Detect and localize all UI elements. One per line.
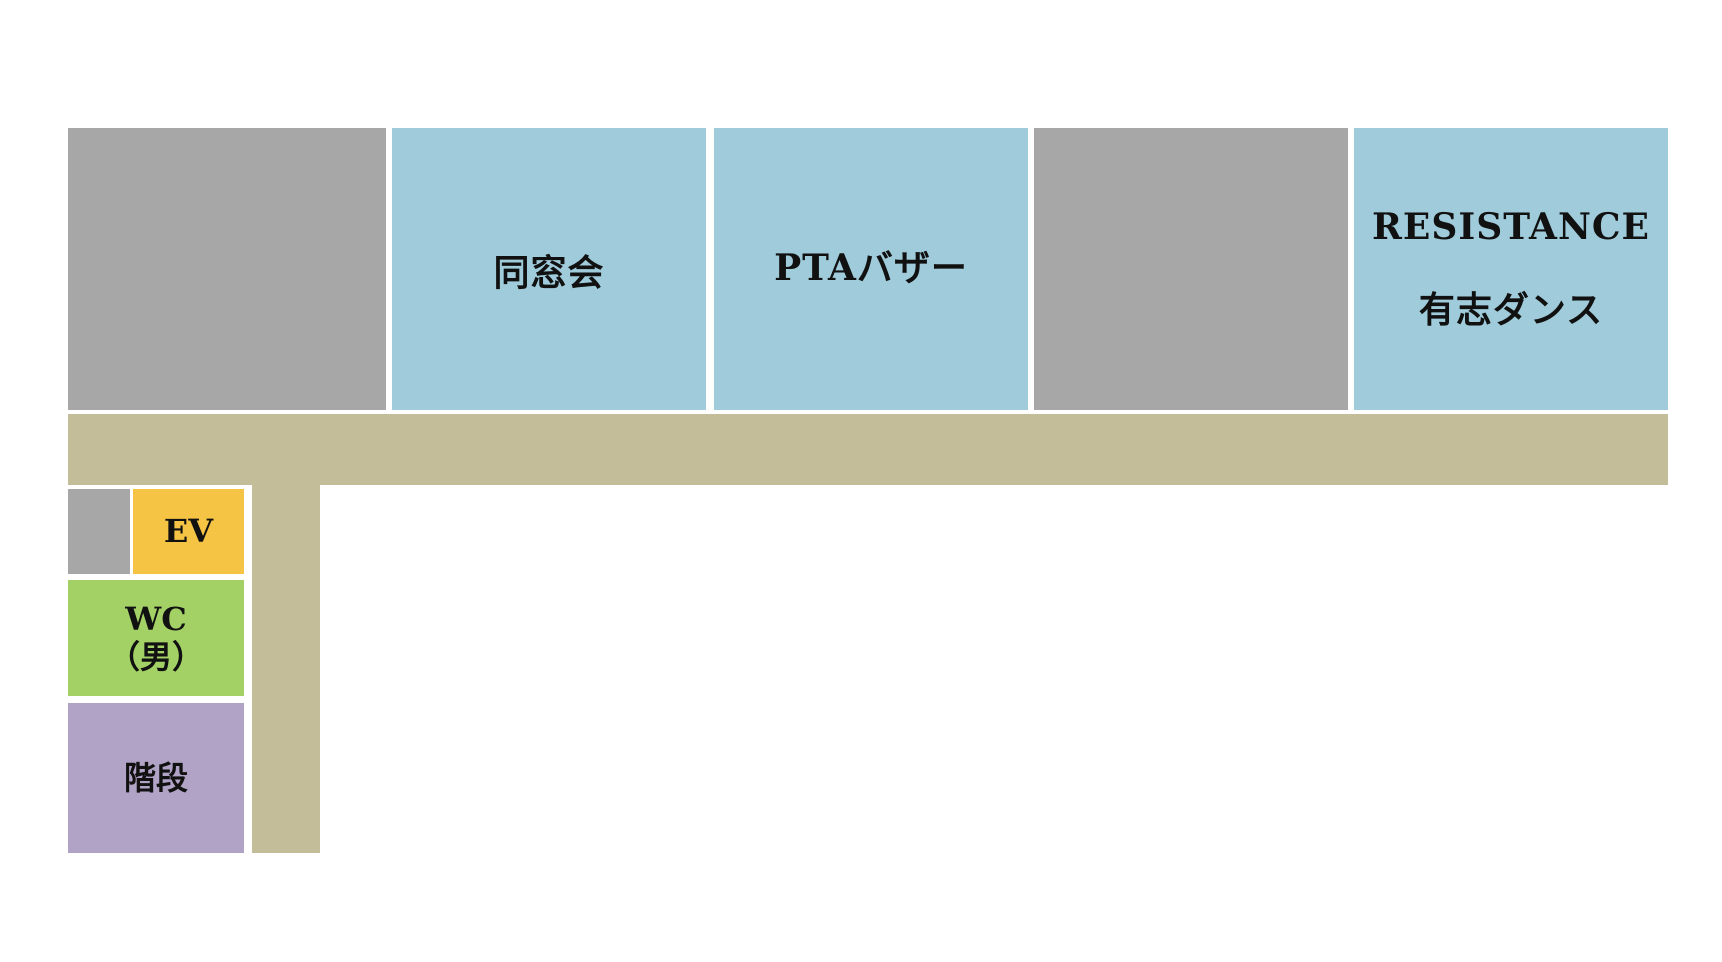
room-resistance-dance: RESISTANCE 有志ダンス bbox=[1354, 128, 1668, 410]
room-resistance-label-1: RESISTANCE bbox=[1372, 205, 1650, 248]
room-pta-bazaar: PTAバザー bbox=[714, 128, 1028, 410]
corridor-vertical bbox=[252, 485, 320, 853]
restroom-label-1: WC bbox=[125, 599, 187, 638]
room-dousoukai-label: 同窓会 bbox=[493, 252, 605, 295]
room-4-unused bbox=[1034, 128, 1348, 410]
elevator-label: EV bbox=[163, 512, 214, 551]
elevator: EV bbox=[133, 489, 244, 574]
restroom-men: WC （男） bbox=[68, 580, 244, 696]
stairs-label: 階段 bbox=[123, 758, 188, 797]
stairs: 階段 bbox=[68, 703, 244, 853]
room-1-unused bbox=[68, 128, 386, 410]
room-pta-bazaar-label: PTAバザー bbox=[774, 247, 968, 290]
restroom-label-2: （男） bbox=[107, 638, 204, 676]
room-dousoukai: 同窓会 bbox=[392, 128, 706, 410]
corridor-horizontal bbox=[68, 414, 1668, 485]
room-resistance-label-2: 有志ダンス bbox=[1418, 289, 1604, 331]
room-small-unused bbox=[68, 489, 130, 574]
